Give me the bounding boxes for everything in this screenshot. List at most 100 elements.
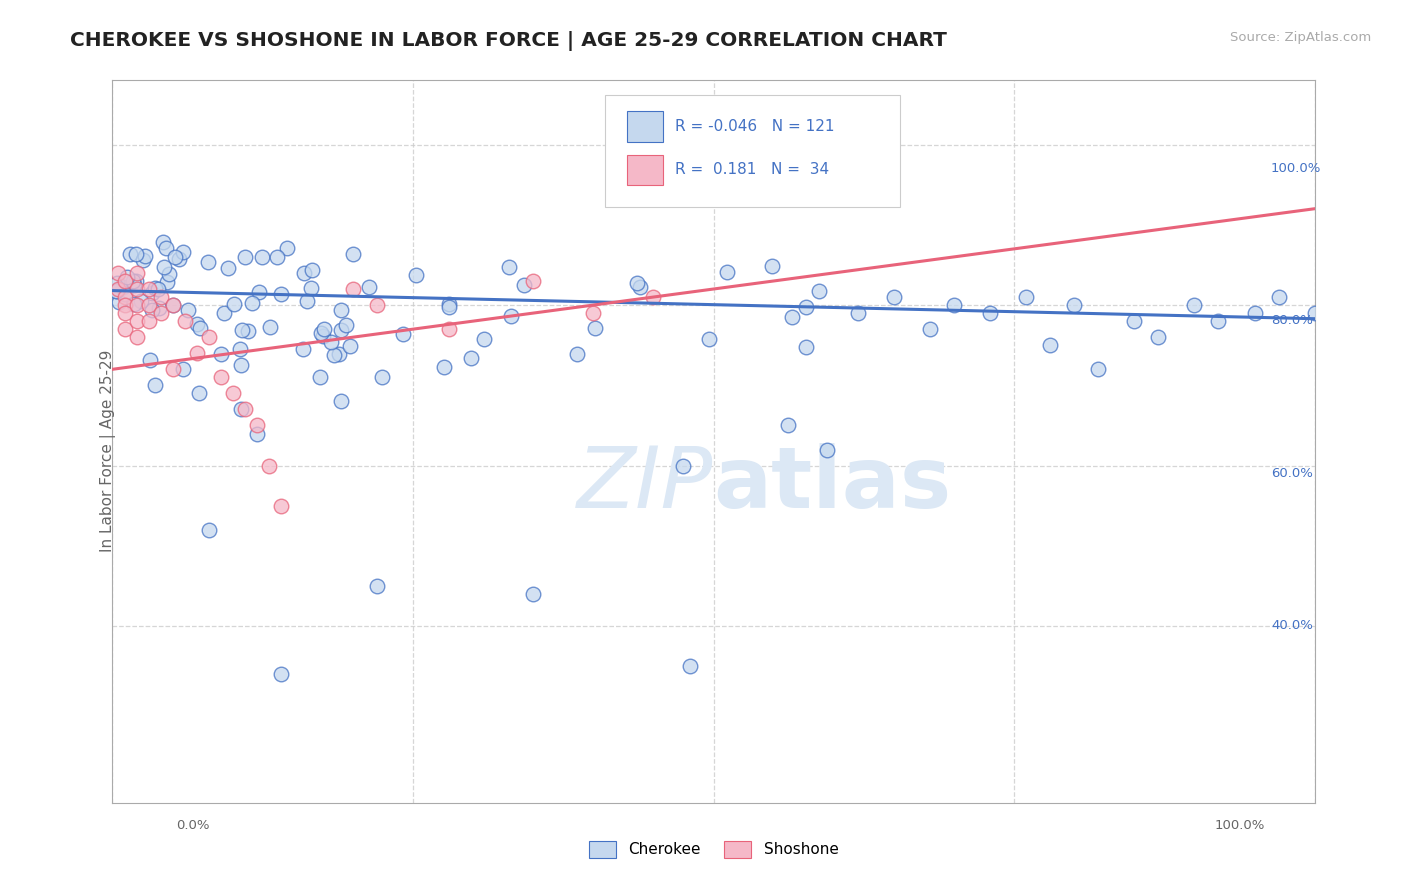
Point <box>155 242 177 256</box>
Point <box>1123 314 1146 328</box>
Point <box>217 261 239 276</box>
Point <box>314 322 336 336</box>
Point <box>671 458 693 473</box>
Point <box>366 579 388 593</box>
Point <box>292 343 315 357</box>
Point <box>583 321 606 335</box>
Point <box>233 250 256 264</box>
Point <box>121 274 143 288</box>
Point <box>1267 290 1289 304</box>
Point <box>141 303 163 318</box>
Text: ZIP: ZIP <box>578 443 714 526</box>
Point <box>252 250 274 264</box>
Point <box>125 282 148 296</box>
Point <box>1184 298 1206 312</box>
Point <box>778 418 800 433</box>
Point <box>582 306 605 320</box>
Point <box>918 322 941 336</box>
Point <box>222 386 245 401</box>
Point <box>1303 306 1326 320</box>
Point <box>132 253 155 268</box>
Point <box>883 290 905 304</box>
Point <box>125 274 148 288</box>
Point <box>157 267 180 281</box>
Text: R =  0.181   N =  34: R = 0.181 N = 34 <box>675 162 830 178</box>
Point <box>292 266 315 280</box>
Point <box>276 241 298 255</box>
Point <box>270 499 292 513</box>
Point <box>1015 290 1038 304</box>
Text: 0.0%: 0.0% <box>176 819 209 832</box>
Point <box>697 332 720 346</box>
Point <box>678 659 700 673</box>
Point <box>522 587 544 601</box>
Point <box>209 347 232 361</box>
Point <box>371 370 394 384</box>
Point <box>138 298 160 312</box>
Point <box>197 255 219 269</box>
Text: atlas: atlas <box>714 443 952 526</box>
Point <box>433 359 456 374</box>
Text: 100.0%: 100.0% <box>1215 819 1265 832</box>
Point <box>212 305 235 319</box>
Point <box>270 667 292 681</box>
Point <box>197 330 219 344</box>
Point <box>134 250 156 264</box>
Point <box>295 294 318 309</box>
Point <box>125 246 148 260</box>
Point <box>780 310 803 325</box>
Text: R = -0.046   N = 121: R = -0.046 N = 121 <box>675 119 835 134</box>
Point <box>238 324 260 338</box>
Point <box>1243 306 1265 320</box>
Point <box>229 359 252 373</box>
Point <box>323 348 346 362</box>
Point <box>513 278 536 293</box>
Point <box>114 287 136 301</box>
Point <box>114 274 136 288</box>
Point <box>186 317 208 331</box>
Point <box>122 297 145 311</box>
Text: CHEROKEE VS SHOSHONE IN LABOR FORCE | AGE 25-29 CORRELATION CHART: CHEROKEE VS SHOSHONE IN LABOR FORCE | AG… <box>70 31 948 51</box>
Point <box>172 362 194 376</box>
Point <box>259 319 281 334</box>
Point <box>309 370 332 384</box>
Point <box>329 394 352 409</box>
FancyBboxPatch shape <box>627 154 664 185</box>
Text: Source: ZipAtlas.com: Source: ZipAtlas.com <box>1230 31 1371 45</box>
Point <box>141 286 163 301</box>
Point <box>115 269 138 284</box>
Point <box>114 298 136 312</box>
Point <box>197 523 219 537</box>
Point <box>233 402 256 417</box>
Point <box>437 301 460 315</box>
Point <box>299 281 322 295</box>
Point <box>1087 362 1109 376</box>
Point <box>808 284 831 298</box>
Point <box>1208 314 1230 328</box>
Point <box>186 346 208 360</box>
Point <box>188 321 211 335</box>
Legend: Cherokee, Shoshone: Cherokee, Shoshone <box>582 835 845 863</box>
Point <box>311 328 333 343</box>
Point <box>335 318 357 333</box>
Point <box>342 282 364 296</box>
Point <box>209 370 232 384</box>
Point <box>114 306 136 320</box>
Point <box>114 290 136 304</box>
Text: 100.0%: 100.0% <box>1271 161 1322 175</box>
Point <box>118 246 141 260</box>
Point <box>328 347 350 361</box>
Point <box>162 298 184 312</box>
Point <box>114 322 136 336</box>
Point <box>229 402 252 417</box>
Point <box>143 280 166 294</box>
Point <box>329 323 352 337</box>
Point <box>173 314 195 328</box>
Text: 60.0%: 60.0% <box>1271 467 1313 480</box>
Point <box>301 263 323 277</box>
Point <box>229 342 252 356</box>
Point <box>152 235 174 250</box>
Point <box>177 302 200 317</box>
Point <box>716 265 738 279</box>
Point <box>163 251 186 265</box>
